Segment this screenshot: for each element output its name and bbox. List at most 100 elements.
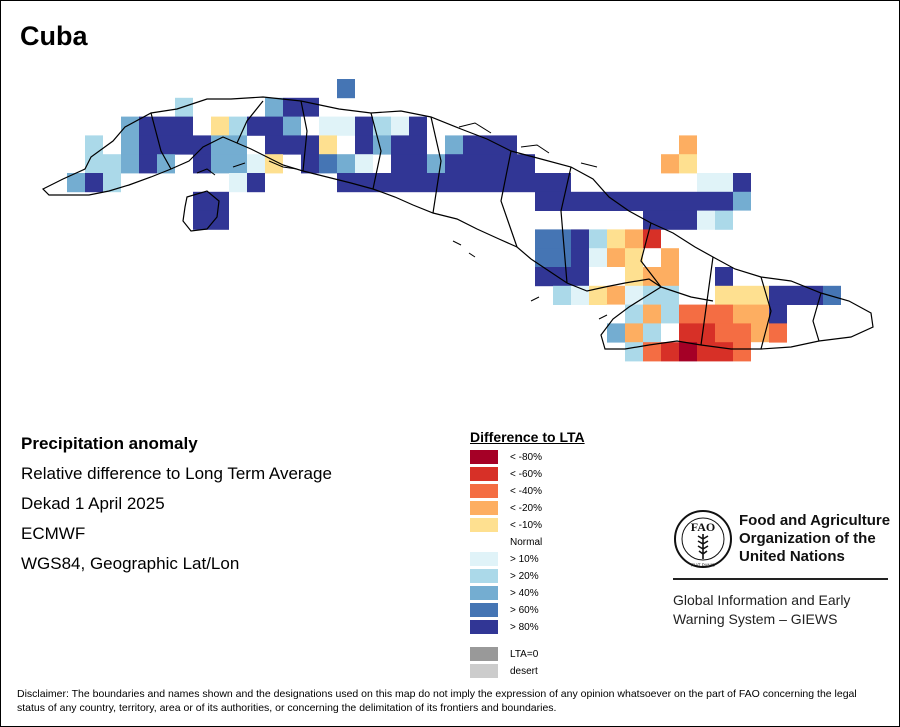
legend-swatch bbox=[470, 603, 498, 617]
anomaly-cell bbox=[571, 267, 589, 286]
anomaly-cell bbox=[571, 192, 589, 211]
anomaly-cell bbox=[535, 192, 553, 211]
anomaly-cell bbox=[697, 211, 715, 230]
legend-swatch bbox=[470, 501, 498, 515]
anomaly-cell bbox=[409, 154, 427, 173]
anomaly-cell bbox=[553, 173, 571, 192]
anomaly-cell bbox=[553, 248, 571, 267]
anomaly-cell bbox=[697, 192, 715, 211]
anomaly-cell bbox=[229, 135, 247, 154]
anomaly-cell bbox=[535, 267, 553, 286]
anomaly-cell bbox=[319, 135, 337, 154]
system-name-line: Warning System – GIEWS bbox=[673, 610, 893, 629]
anomaly-cell bbox=[355, 173, 373, 192]
anomaly-cell bbox=[661, 211, 679, 230]
legend-label: > 20% bbox=[510, 571, 539, 582]
anomaly-cell bbox=[301, 135, 319, 154]
anomaly-cell bbox=[481, 154, 499, 173]
anomaly-cell bbox=[355, 117, 373, 136]
anomaly-cell bbox=[337, 173, 355, 192]
anomaly-cell bbox=[733, 211, 751, 230]
anomaly-cell bbox=[589, 267, 607, 286]
anomaly-cell bbox=[121, 117, 139, 136]
anomaly-cell bbox=[535, 248, 553, 267]
anomaly-cell bbox=[85, 135, 103, 154]
legend-label: < -60% bbox=[510, 469, 542, 480]
anomaly-cell bbox=[301, 117, 319, 136]
anomaly-cell bbox=[481, 173, 499, 192]
anomaly-cell bbox=[391, 173, 409, 192]
anomaly-cell bbox=[769, 323, 787, 342]
legend-swatch bbox=[470, 647, 498, 661]
legend-item: < -40% bbox=[470, 484, 542, 498]
anomaly-cell bbox=[661, 267, 679, 286]
legend-swatch bbox=[470, 569, 498, 583]
anomaly-cell bbox=[715, 192, 733, 211]
anomaly-cell bbox=[319, 117, 337, 136]
org-name: Food and Agriculture Organization of the… bbox=[739, 512, 899, 566]
fao-logo-icon: FAO FIAT PANIS bbox=[673, 509, 733, 569]
branding-divider bbox=[673, 578, 888, 580]
anomaly-cell bbox=[499, 173, 517, 192]
org-name-line: Organization of the bbox=[739, 530, 899, 548]
anomaly-cell bbox=[643, 192, 661, 211]
anomaly-cell bbox=[175, 98, 193, 117]
legend-item: > 60% bbox=[470, 603, 539, 617]
anomaly-cell bbox=[751, 305, 769, 324]
anomaly-cell bbox=[175, 117, 193, 136]
anomaly-cell bbox=[679, 323, 697, 342]
anomaly-cell bbox=[265, 98, 283, 117]
anomaly-cell bbox=[337, 79, 355, 98]
anomaly-cell bbox=[607, 248, 625, 267]
anomaly-cell bbox=[247, 117, 265, 136]
legend-swatch bbox=[470, 620, 498, 634]
legend-label: Normal bbox=[510, 537, 542, 548]
anomaly-cell bbox=[571, 248, 589, 267]
anomaly-cell bbox=[733, 173, 751, 192]
anomaly-cell bbox=[679, 305, 697, 324]
anomaly-cell bbox=[175, 135, 193, 154]
org-name-line: Food and Agriculture bbox=[739, 512, 899, 530]
anomaly-cell bbox=[409, 117, 427, 136]
anomaly-cell bbox=[247, 154, 265, 173]
legend-label: LTA=0 bbox=[510, 649, 538, 660]
anomaly-cell bbox=[625, 286, 643, 305]
info-subtitle: Relative difference to Long Term Average bbox=[21, 464, 332, 484]
anomaly-cell bbox=[733, 323, 751, 342]
legend-swatch bbox=[470, 552, 498, 566]
legend-item: desert bbox=[470, 664, 538, 678]
anomaly-cell bbox=[643, 248, 661, 267]
anomaly-cell bbox=[391, 117, 409, 136]
legend-label: > 80% bbox=[510, 622, 539, 633]
system-name: Global Information and Early Warning Sys… bbox=[673, 591, 893, 629]
anomaly-cell bbox=[823, 286, 841, 305]
logo-motto: FIAT PANIS bbox=[691, 563, 715, 568]
anomaly-cell bbox=[211, 154, 229, 173]
legend-item: LTA=0 bbox=[470, 647, 538, 661]
anomaly-cell bbox=[643, 323, 661, 342]
anomaly-cell bbox=[247, 173, 265, 192]
anomaly-cell bbox=[103, 173, 121, 192]
anomaly-cell bbox=[715, 286, 733, 305]
anomaly-cell bbox=[625, 229, 643, 248]
anomaly-cell bbox=[229, 154, 247, 173]
legend-label: < -10% bbox=[510, 520, 542, 531]
anomaly-cell bbox=[373, 135, 391, 154]
anomaly-cell bbox=[463, 173, 481, 192]
anomaly-cell bbox=[607, 229, 625, 248]
anomaly-cell bbox=[607, 286, 625, 305]
anomaly-cell bbox=[733, 286, 751, 305]
legend-label: > 40% bbox=[510, 588, 539, 599]
legend-label: > 60% bbox=[510, 605, 539, 616]
anomaly-cell bbox=[229, 173, 247, 192]
anomaly-cell bbox=[391, 154, 409, 173]
anomaly-cell bbox=[625, 323, 643, 342]
anomaly-cell bbox=[589, 248, 607, 267]
legend-label: < -40% bbox=[510, 486, 542, 497]
legend-swatch bbox=[470, 467, 498, 481]
anomaly-cell bbox=[661, 305, 679, 324]
anomaly-cell bbox=[679, 154, 697, 173]
anomaly-cell bbox=[715, 211, 733, 230]
anomaly-cell bbox=[733, 192, 751, 211]
legend-item: > 20% bbox=[470, 569, 539, 583]
